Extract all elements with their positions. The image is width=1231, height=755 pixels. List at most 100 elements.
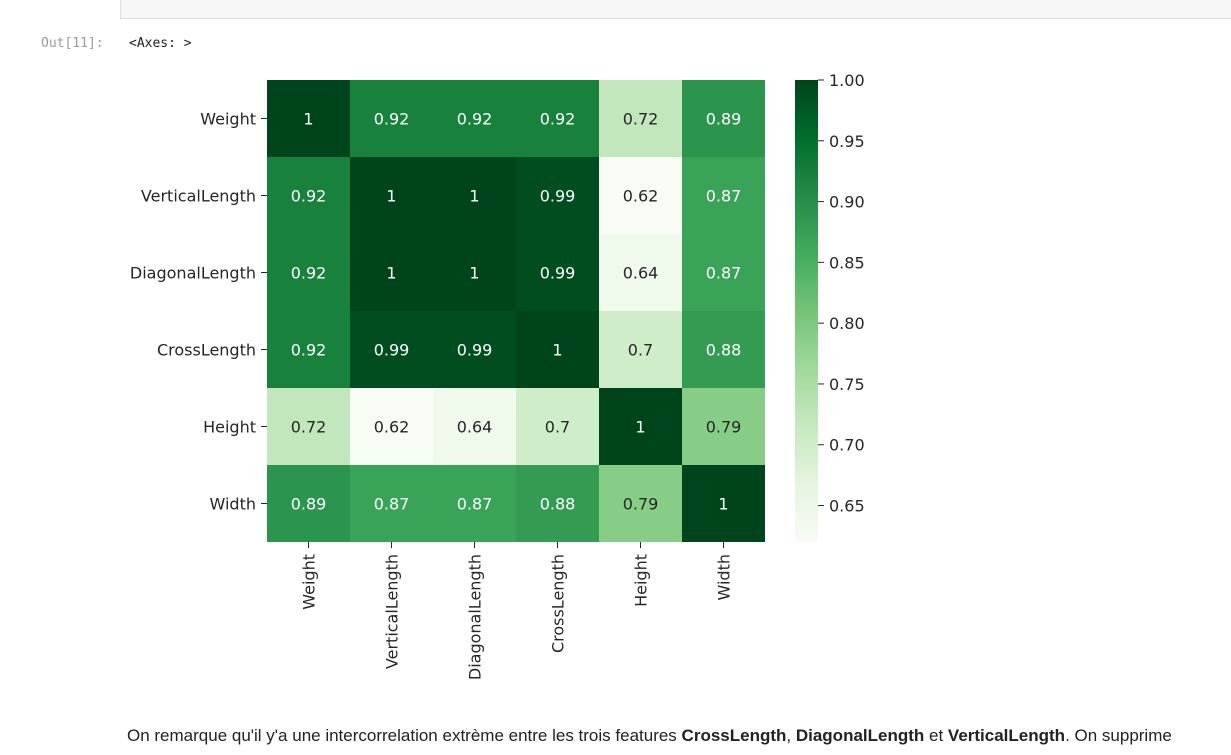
heatmap-cell [599, 234, 682, 311]
heatmap-cell [267, 388, 350, 465]
heatmap-cell [516, 388, 599, 465]
heatmap-cell [599, 388, 682, 465]
x-tick-label: Width [715, 554, 734, 600]
cell-annotation: 0.64 [457, 418, 493, 437]
cell-annotation: 1 [469, 264, 479, 283]
md-feature-diagonallength: DiagonalLength [795, 726, 925, 745]
heatmap-cells: 1 0.92 0.92 0.92 0.72 0.89 0.92 1 1 0.99 0.62 0.87 0… [267, 80, 765, 542]
heatmap-cell [516, 234, 599, 311]
markdown-paragraph: On remarque qu'il y'a une intercorrelati… [127, 726, 1227, 746]
cell-annotation: 1 [718, 495, 728, 514]
colorbar [795, 80, 818, 542]
colorbar-tick-label: 1.00 [829, 71, 865, 90]
correlation-heatmap: 1 0.92 0.92 0.92 0.72 0.89 0.92 1 1 0.99 0.62 0.87 0… [130, 71, 865, 680]
cell-annotation: 0.89 [291, 495, 327, 514]
cell-annotation: 0.87 [374, 495, 410, 514]
x-tick-label: CrossLength [549, 554, 568, 653]
cell-annotation: 0.64 [623, 264, 659, 283]
cell-annotation: 0.62 [374, 418, 410, 437]
cell-annotation: 0.99 [457, 341, 493, 360]
colorbar-tick-label: 0.95 [829, 132, 865, 151]
colorbar-tick-label: 0.75 [829, 375, 865, 394]
colorbar-tick-label: 0.70 [829, 436, 865, 455]
heatmap-cell [682, 311, 765, 388]
heatmap-cell [267, 465, 350, 542]
cell-annotation: 0.99 [540, 264, 576, 283]
heatmap-cell [682, 157, 765, 234]
heatmap-cell [267, 311, 350, 388]
heatmap-cell [350, 157, 433, 234]
heatmap-cell [682, 234, 765, 311]
heatmap-cell [433, 157, 516, 234]
x-tick-label: VerticalLength [383, 554, 402, 669]
heatmap-cell [433, 80, 516, 157]
y-tick-label: Height [203, 418, 256, 437]
cell-annotation: 0.92 [374, 110, 410, 129]
colorbar-ticks: 1.00 0.95 0.90 0.85 0.80 0.75 0.70 0.65 [818, 71, 865, 516]
cell-annotation: 0.92 [457, 110, 493, 129]
heatmap-cell [516, 465, 599, 542]
cell-annotation: 0.88 [706, 341, 742, 360]
heatmap-cell [433, 311, 516, 388]
heatmap-cell [350, 234, 433, 311]
heatmap-cell [516, 311, 599, 388]
heatmap-cell [350, 311, 433, 388]
heatmap-cell [350, 80, 433, 157]
y-tick-label: Weight [200, 110, 256, 129]
heatmap-cell [682, 388, 765, 465]
heatmap-cell [267, 157, 350, 234]
y-tick-label: CrossLength [157, 341, 256, 360]
previous-cell[interactable] [120, 0, 1231, 19]
md-feature-verticallength: VerticalLength [947, 726, 1066, 745]
heatmap-cell [599, 80, 682, 157]
heatmap-cell [433, 388, 516, 465]
cell-annotation: 0.7 [545, 418, 570, 437]
md-sep1: , [786, 726, 796, 745]
heatmap-cell [267, 234, 350, 311]
heatmap-cell [350, 465, 433, 542]
md-after: . On supprime [1065, 726, 1172, 745]
x-tick-label: Height [632, 554, 651, 607]
cell-annotation: 0.92 [291, 264, 327, 283]
heatmap-cell [682, 80, 765, 157]
colorbar-tick-label: 0.80 [829, 314, 865, 333]
heatmap-cell [267, 80, 350, 157]
cell-annotation: 0.72 [291, 418, 327, 437]
y-tick-label: DiagonalLength [130, 264, 256, 283]
md-sep2: et [924, 726, 948, 745]
cell-annotation: 0.87 [706, 264, 742, 283]
cell-annotation: 0.79 [706, 418, 742, 437]
cell-annotation: 0.92 [291, 341, 327, 360]
colorbar-tick-label: 0.90 [829, 193, 865, 212]
cell-annotation: 0.72 [623, 110, 659, 129]
heatmap-cell [599, 465, 682, 542]
heatmap-cell [516, 80, 599, 157]
heatmap-cell [516, 157, 599, 234]
cell-annotation: 0.99 [540, 187, 576, 206]
x-tick-label: DiagonalLength [466, 554, 485, 680]
cell-annotation: 0.99 [374, 341, 410, 360]
cell-annotation: 0.92 [291, 187, 327, 206]
cell-annotation: 1 [635, 418, 645, 437]
md-before: On remarque qu'il y'a une intercorrelati… [127, 726, 682, 745]
heatmap-cell [433, 465, 516, 542]
cell-annotation: 0.87 [457, 495, 493, 514]
x-tick-labels: Weight VerticalLength DiagonalLength CrossL… [300, 542, 734, 680]
md-feature-crosslength: CrossLength [681, 726, 787, 745]
cell-annotation: 0.89 [706, 110, 742, 129]
cell-annotation: 0.92 [540, 110, 576, 129]
cell-annotation: 0.7 [628, 341, 653, 360]
heatmap-cell [433, 234, 516, 311]
heatmap-cell [599, 157, 682, 234]
heatmap-cell [682, 465, 765, 542]
colorbar-tick-label: 0.65 [829, 497, 865, 516]
colorbar-tick-label: 0.85 [829, 253, 865, 272]
cell-annotation: 0.79 [623, 495, 659, 514]
cell-annotation: 1 [303, 110, 313, 129]
cell-annotation: 0.62 [623, 187, 659, 206]
cell-annotation: 1 [469, 187, 479, 206]
y-tick-label: VerticalLength [141, 187, 256, 206]
output-text: <Axes: > [129, 36, 192, 51]
x-tick-label: Weight [300, 554, 319, 610]
heatmap-cell [599, 311, 682, 388]
